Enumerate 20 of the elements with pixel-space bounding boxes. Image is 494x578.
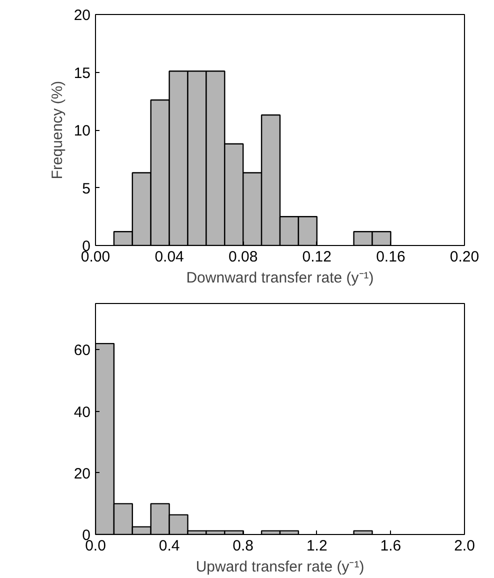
y-tick-label: 60 [74, 342, 91, 360]
x-tick-label: 0.8 [232, 538, 254, 554]
y-axis-title: Frequency (%) [48, 80, 66, 180]
x-axis-title: Upward transfer rate (y⁻¹) [196, 558, 364, 576]
x-axis-title: Downward transfer rate (y⁻¹) [186, 270, 374, 286]
x-tick-label: 0.4 [158, 538, 180, 554]
x-tick-label: 1.6 [380, 538, 402, 554]
x-tick-label: 1.2 [306, 538, 328, 554]
y-tick-label: 10 [74, 122, 91, 140]
x-tick-label: 0.16 [376, 248, 406, 266]
y-tick-label: 15 [74, 64, 91, 82]
y-tick-label: 20 [74, 7, 91, 24]
x-tick-label: 0.04 [154, 248, 184, 266]
y-tick-label: 20 [74, 465, 91, 482]
y-tick-label: 40 [74, 404, 91, 421]
y-tick-label: 5 [82, 180, 90, 198]
x-tick-label: 0.20 [450, 248, 480, 266]
x-tick-label: 0.08 [228, 248, 258, 266]
x-tick-label: 0.12 [302, 248, 332, 266]
x-tick-label: 2.0 [454, 538, 475, 554]
